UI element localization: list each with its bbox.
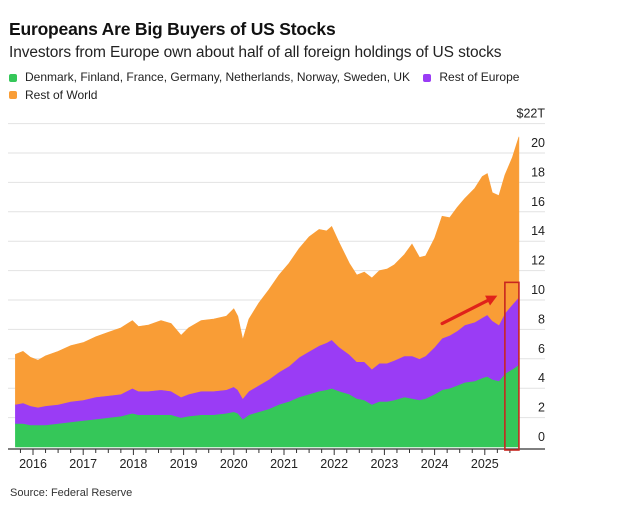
legend-swatch-purple	[423, 73, 432, 82]
legend: Denmark, Finland, France, Germany, Nethe…	[9, 69, 619, 104]
x-tick-label: 2017	[69, 457, 97, 471]
x-axis: 2016 2017 2018 2019 2020 2021 2022 2023 2024 2025	[8, 448, 545, 471]
source-note: Source: Federal Reserve	[10, 487, 133, 499]
legend-item-rest-of-europe: Rest of Europe	[423, 69, 519, 86]
x-tick-label: 2025	[471, 457, 499, 471]
y-tick-label: 4	[538, 371, 545, 385]
x-tick-label: 2020	[220, 457, 248, 471]
area-layers	[15, 136, 520, 448]
y-tick-label: 0	[538, 430, 545, 444]
x-tick-label: 2023	[370, 457, 398, 471]
x-tick-label: 2016	[19, 457, 47, 471]
legend-item-core-europe: Denmark, Finland, France, Germany, Nethe…	[9, 69, 410, 86]
y-tick-label: 20	[531, 136, 545, 150]
y-tick-label: 6	[538, 342, 545, 356]
y-tick-label: 14	[531, 224, 545, 238]
annotations	[440, 281, 520, 451]
legend-swatch-green	[9, 73, 17, 82]
y-axis-labels: 0 2 4 6 8 10 12 14 16 18 20 $22T	[517, 107, 546, 444]
x-tick-label: 2018	[119, 457, 147, 471]
y-tick-label: 2	[538, 401, 545, 415]
chart-subtitle: Investors from Europe own about half of …	[9, 44, 502, 61]
chart-title: Europeans Are Big Buyers of US Stocks	[9, 19, 336, 39]
y-tick-label: 18	[531, 165, 545, 179]
legend-label: Rest of World	[25, 87, 98, 102]
highlight-box	[504, 281, 520, 451]
arrow-shaft	[440, 298, 490, 326]
y-tick-label: $22T	[517, 107, 546, 121]
x-tick-label: 2024	[421, 457, 449, 471]
x-tick-label: 2019	[170, 457, 198, 471]
legend-swatch-orange	[9, 91, 17, 99]
y-tick-label: 10	[531, 283, 545, 297]
y-tick-label: 8	[538, 312, 545, 326]
legend-label: Denmark, Finland, France, Germany, Nethe…	[25, 70, 411, 84]
x-tick-label: 2021	[270, 457, 298, 471]
y-tick-label: 12	[531, 254, 545, 268]
legend-item-rest-of-world: Rest of World	[9, 87, 97, 104]
x-tick-label: 2022	[320, 457, 348, 471]
y-tick-label: 16	[531, 195, 545, 209]
legend-label: Rest of Europe	[439, 70, 520, 84]
arrow-head-icon	[485, 295, 498, 306]
